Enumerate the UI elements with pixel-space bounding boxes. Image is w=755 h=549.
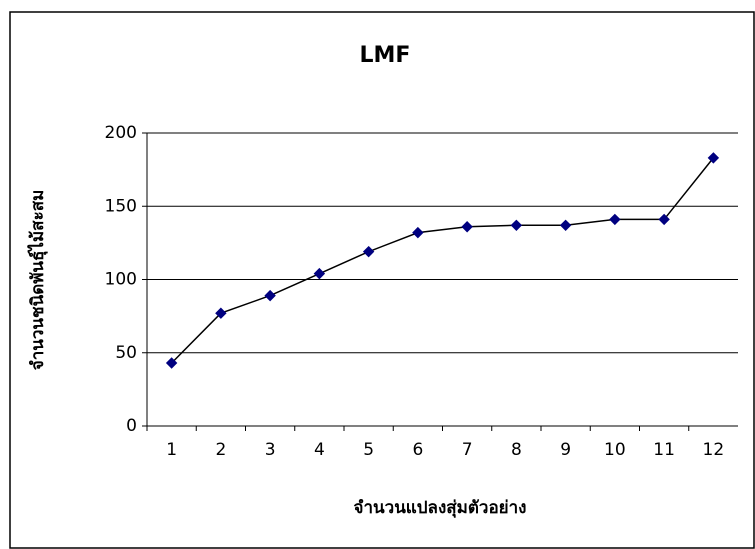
x-tick-label: 9 [560, 440, 571, 460]
x-tick-label: 8 [511, 440, 522, 460]
x-tick-label: 5 [363, 440, 374, 460]
x-tick-label: 10 [604, 440, 626, 460]
y-tick-label: 200 [105, 123, 137, 143]
chart-title: LMF [360, 43, 411, 68]
x-tick-label: 6 [412, 440, 423, 460]
y-tick-label: 100 [105, 270, 137, 290]
x-tick-label: 1 [166, 440, 177, 460]
x-tick-label: 7 [462, 440, 473, 460]
y-axis-label: จำนวนชนิดพันธุ์ไม้สะสม [27, 190, 48, 371]
y-tick-label: 150 [105, 196, 137, 216]
x-axis-label: จำนวนแปลงสุ่มตัวอย่าง [354, 498, 527, 518]
y-tick-label: 0 [126, 416, 137, 436]
x-tick-label: 2 [215, 440, 226, 460]
page: {"chart_data": {"type": "line", "title":… [0, 0, 755, 549]
chart: LMF จำนวนแปลงสุ่มตัวอย่าง จำนวนชนิดพันธุ… [0, 0, 755, 549]
x-tick-label: 4 [314, 440, 325, 460]
x-tick-label: 11 [653, 440, 675, 460]
x-tick-label: 3 [265, 440, 276, 460]
x-tick-label: 12 [703, 440, 725, 460]
y-tick-label: 50 [115, 343, 137, 363]
